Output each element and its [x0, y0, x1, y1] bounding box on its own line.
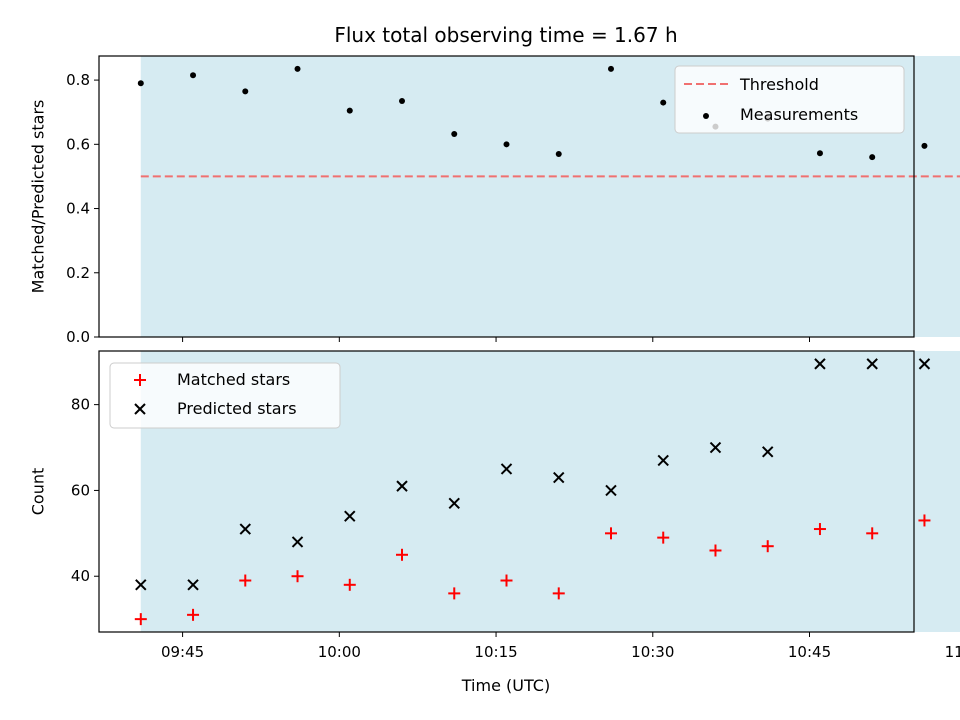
top-y-tick-label: 0.2: [66, 264, 90, 282]
x-tick-label: 10:00: [318, 643, 361, 661]
x-tick-label: 10:45: [788, 643, 831, 661]
measurement-point: [242, 88, 249, 95]
matched-star-point: [187, 608, 200, 621]
x-tick-label: 10:30: [631, 643, 674, 661]
predicted-star-point: [500, 463, 513, 475]
predicted-star-point: [396, 480, 408, 492]
predicted-star-point: [135, 579, 147, 591]
legend-predicted-label: Predicted stars: [177, 399, 297, 418]
top-y-tick-label: 0.8: [66, 71, 90, 89]
matched-star-point: [761, 540, 774, 553]
chart-title: Flux total observing time = 1.67 h: [334, 23, 677, 47]
predicted-stars-points: [135, 358, 931, 591]
predicted-star-point: [187, 579, 199, 591]
x-tick-label: 09:45: [161, 643, 204, 661]
predicted-star-point: [344, 510, 356, 522]
matched-star-point: [134, 613, 147, 626]
bottom-legend-box: [109, 362, 341, 429]
predicted-star-point: [762, 446, 774, 458]
predicted-star-point: [605, 484, 617, 497]
matched-star-point: [343, 578, 356, 591]
top-y-tick-label: 0.0: [66, 328, 90, 346]
legend-measurements-label: Measurements: [740, 105, 858, 124]
x-tick-label: 11:00: [945, 643, 960, 661]
predicted-star-point: [866, 358, 878, 370]
legend-matched-label: Matched stars: [177, 370, 290, 389]
measurement-point: [869, 154, 876, 161]
top-x-tick-marks: [182, 337, 811, 342]
bottom-y-tick-label: 40: [71, 567, 90, 585]
matched-star-point: [396, 548, 409, 561]
measurement-point: [399, 97, 406, 104]
legend-predicted-swatch: [134, 403, 146, 415]
matched-star-point: [709, 544, 722, 557]
legend-measurements-swatch: [703, 113, 709, 119]
predicted-star-point: [448, 497, 460, 510]
predicted-star-point: [814, 358, 826, 370]
bottom-y-axis-label: Count: [29, 468, 48, 516]
measurement-point: [816, 150, 823, 157]
predicted-star-point: [709, 441, 722, 454]
matched-star-point: [552, 587, 565, 600]
top-y-tick-label: 0.6: [66, 135, 90, 153]
bottom-plot-frame: [98, 350, 915, 633]
top-y-tick-label: 0.4: [66, 200, 90, 218]
matched-star-point: [500, 574, 513, 587]
matched-star-point: [604, 527, 617, 540]
matched-star-point: [918, 514, 931, 527]
legend-threshold-label: Threshold: [739, 75, 819, 94]
measurement-point: [921, 142, 928, 149]
top-y-ticks: 0.0 0.2 0.4 0.6 0.8: [66, 71, 99, 346]
measurement-point: [190, 72, 197, 79]
measurement-point: [660, 99, 667, 106]
top-y-axis-label: Matched/Predicted stars: [29, 100, 48, 294]
matched-star-point: [866, 527, 879, 540]
top-legend-box: [674, 65, 905, 134]
bottom-y-tick-label: 60: [71, 481, 90, 499]
measurement-point: [451, 131, 458, 138]
measurement-point: [607, 65, 614, 72]
bottom-legend: Matched stars Predicted stars: [109, 362, 341, 429]
matched-star-point: [239, 574, 252, 587]
predicted-star-point: [657, 454, 669, 467]
matched-stars-points: [134, 514, 931, 626]
measurement-point: [294, 65, 301, 72]
x-axis-label: Time (UTC): [461, 676, 550, 695]
matched-star-point: [813, 523, 826, 536]
measurement-point: [503, 141, 510, 148]
predicted-star-point: [239, 523, 251, 535]
measurement-point: [555, 150, 562, 157]
matched-star-point: [448, 587, 461, 600]
top-legend: Threshold Measurements: [674, 65, 905, 134]
legend-matched-swatch: [134, 374, 146, 386]
predicted-star-point: [553, 471, 565, 484]
top-plot-frame: [98, 55, 915, 338]
bottom-y-tick-label: 80: [71, 396, 90, 414]
measurement-point: [346, 107, 353, 114]
matched-star-point: [657, 531, 670, 544]
bottom-y-ticks: 40 60 80: [71, 396, 99, 585]
measurement-point: [137, 80, 144, 87]
predicted-star-point: [918, 358, 931, 370]
matched-star-point: [291, 570, 304, 583]
top-panel: Flux total observing time = 1.67 h 0.00.…: [29, 23, 960, 346]
predicted-star-point: [291, 536, 304, 548]
x-tick-label: 10:15: [474, 643, 517, 661]
